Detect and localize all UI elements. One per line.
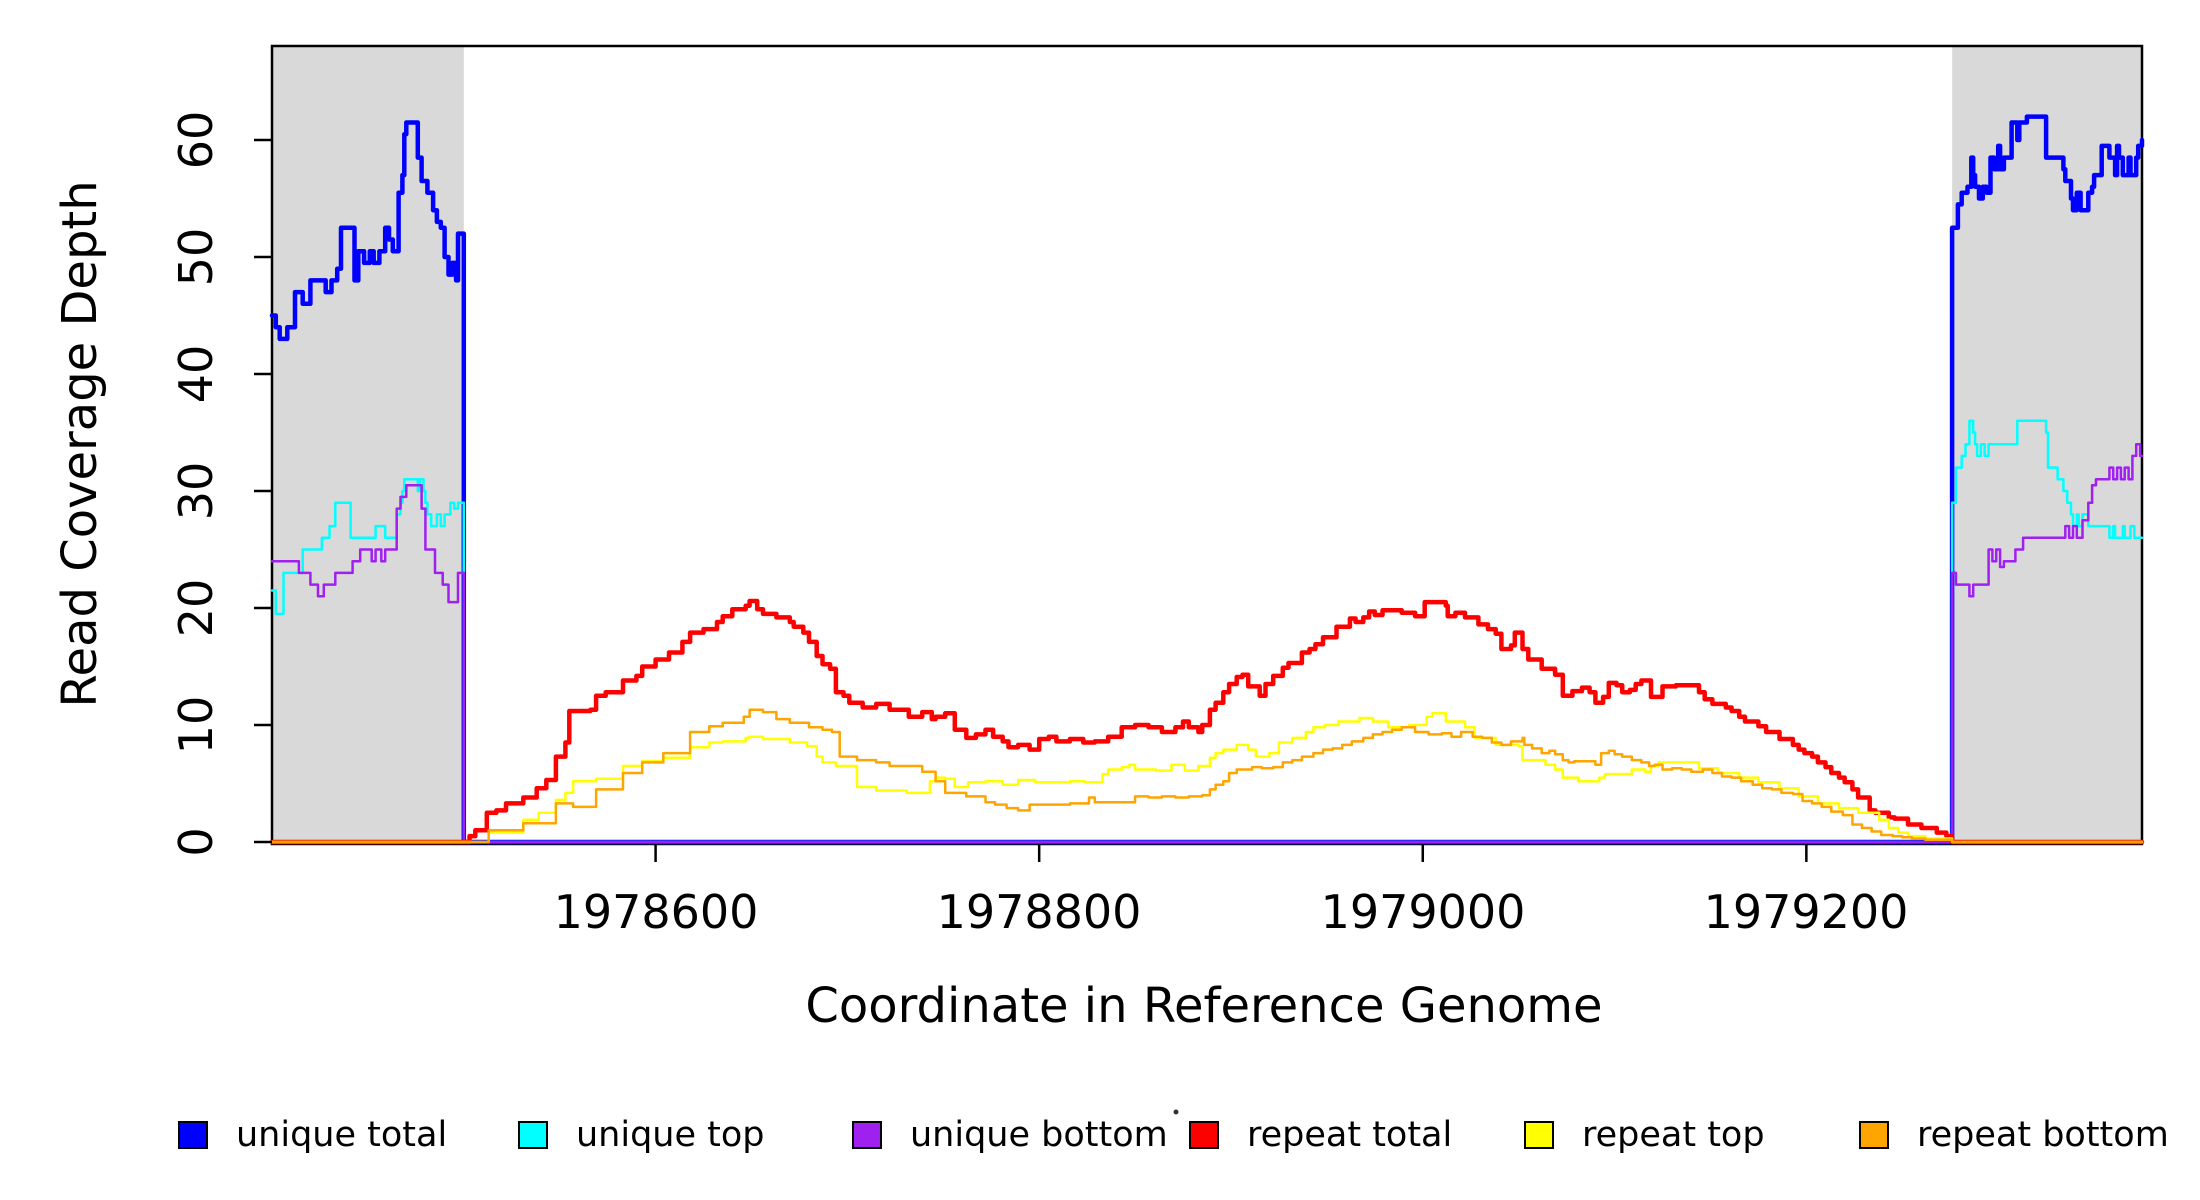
flank-region	[272, 46, 464, 842]
y-tick-label: 50	[169, 228, 223, 287]
legend-item-unique-bottom: unique bottom	[852, 1115, 1168, 1155]
legend-item-unique-top: unique top	[518, 1115, 765, 1155]
legend-label: unique total	[236, 1115, 447, 1155]
y-tick-label: 20	[169, 579, 223, 638]
coverage-step-lines	[269, 114, 2145, 845]
legend-swatch-unique-total	[178, 1121, 208, 1149]
x-tick-label: 1978600	[554, 885, 759, 939]
shaded-flank-regions	[272, 46, 2142, 842]
x-tick-label: 1979200	[1704, 885, 1909, 939]
series-repeat-bottom	[270, 708, 2144, 844]
legend-label: unique top	[576, 1115, 765, 1155]
series-repeat-total	[269, 598, 2145, 845]
y-tick-label: 10	[169, 696, 223, 755]
series-unique-total	[269, 114, 2145, 845]
legend-item-repeat-bottom: repeat bottom	[1859, 1115, 2169, 1155]
legend-swatch-repeat-total	[1189, 1121, 1219, 1149]
y-tick-label: 40	[169, 345, 223, 404]
stray-dot	[1173, 1109, 1179, 1115]
legend-item-unique-total: unique total	[178, 1115, 447, 1155]
y-tick-label: 60	[169, 111, 223, 170]
series-unique-bottom	[270, 442, 2144, 844]
legend-label: repeat top	[1582, 1115, 1765, 1155]
legend-item-repeat-total: repeat total	[1189, 1115, 1452, 1155]
legend-label: repeat total	[1247, 1115, 1452, 1155]
y-axis-title: Read Coverage Depth	[52, 180, 108, 707]
x-tick-label: 1978800	[937, 885, 1142, 939]
y-tick-label: 0	[169, 827, 223, 856]
legend-label: unique bottom	[910, 1115, 1168, 1155]
axis-tick-marks	[254, 138, 1808, 862]
legend-item-repeat-top: repeat top	[1524, 1115, 1765, 1155]
legend-swatch-repeat-top	[1524, 1121, 1554, 1149]
x-tick-label: 1979000	[1321, 885, 1526, 939]
legend-label: repeat bottom	[1917, 1115, 2169, 1155]
y-tick-label: 30	[169, 462, 223, 521]
series-repeat-top	[270, 712, 2144, 844]
legend-swatch-unique-top	[518, 1121, 548, 1149]
legend: unique total unique top unique bottom re…	[178, 1109, 2169, 1155]
legend-swatch-unique-bottom	[852, 1121, 882, 1149]
series-unique-top	[270, 419, 2144, 844]
legend-swatch-repeat-bottom	[1859, 1121, 1889, 1149]
x-axis-title: Coordinate in Reference Genome	[805, 978, 1602, 1034]
